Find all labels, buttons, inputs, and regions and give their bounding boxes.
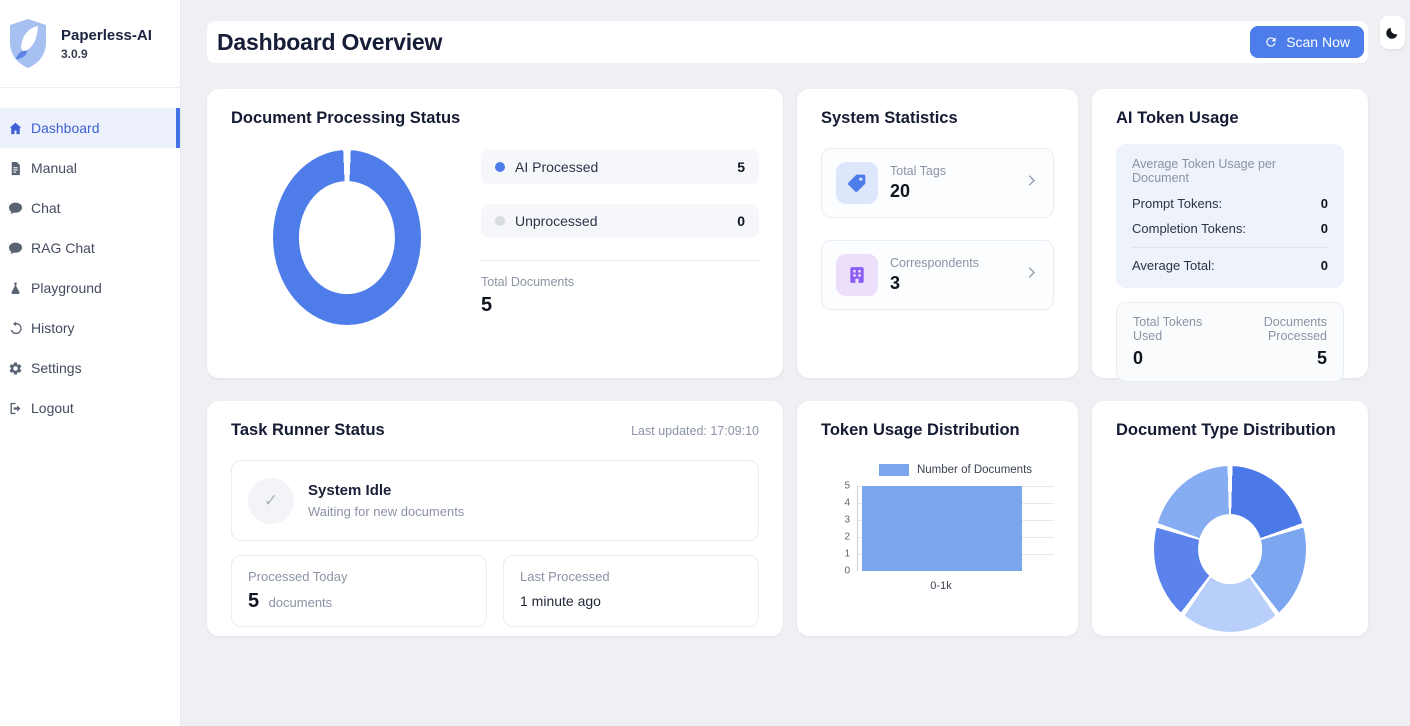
card-title: Document Type Distribution [1116, 421, 1336, 439]
last-processed-box: Last Processed 1 minute ago [503, 555, 759, 627]
legend-dot [495, 162, 505, 172]
app-name: Paperless-AI [61, 26, 152, 44]
app-version: 3.0.9 [61, 46, 88, 61]
sidebar-item-label: Chat [31, 200, 61, 216]
totals-panel: Total Tokens Used 0 Documents Processed … [1116, 302, 1344, 382]
sidebar-item-chat[interactable]: Chat [0, 188, 180, 228]
sidebar-item-label: Dashboard [31, 120, 100, 136]
document-type-donut-chart [1154, 466, 1306, 632]
total-documents-label: Total Documents [481, 275, 575, 289]
tag-icon [848, 174, 866, 192]
processing-donut-chart [273, 150, 421, 325]
cards-row-2: Task Runner Status Last updated: 17:09:1… [207, 401, 1368, 636]
app-logo: Paperless-AI 3.0.9 [0, 0, 180, 88]
scan-now-button[interactable]: Scan Now [1250, 26, 1364, 58]
status-title: System Idle [308, 482, 392, 499]
scan-now-label: Scan Now [1286, 34, 1350, 50]
chart-legend: Number of Documents [857, 464, 1054, 476]
sidebar-item-logout[interactable]: Logout [0, 388, 180, 428]
average-token-panel: Average Token Usage per Document Prompt … [1116, 144, 1344, 288]
average-total-row: Average Total: 0 [1132, 258, 1328, 273]
processed-today-box: Processed Today 5 documents [231, 555, 487, 627]
legend-dot [495, 216, 505, 226]
chat-icon [8, 242, 23, 254]
stat-value: 20 [890, 181, 911, 201]
history-icon [10, 321, 22, 334]
stat-total-tags[interactable]: Total Tags 20 [821, 148, 1054, 218]
sidebar-item-rag-chat[interactable]: RAG Chat [0, 228, 180, 268]
card-system-statistics: System Statistics Total Tags 20 Correspo… [797, 89, 1078, 378]
building-icon [850, 267, 864, 283]
cards-row-1: Document Processing Status AI Processed … [207, 89, 1368, 382]
stat-value: 3 [890, 273, 901, 293]
status-subtitle: Waiting for new documents [308, 504, 465, 519]
average-section-label: Average Token Usage per Document [1132, 157, 1277, 185]
system-status-panel: ✓ System Idle Waiting for new documents [231, 460, 759, 541]
sidebar-item-label: RAG Chat [31, 240, 95, 256]
total-documents-value: 5 [481, 294, 493, 316]
sidebar-item-label: Playground [31, 280, 102, 296]
sidebar: Paperless-AI 3.0.9 Dashboard Manual Chat… [0, 0, 181, 726]
sidebar-item-label: Settings [31, 360, 82, 376]
logout-icon [10, 402, 21, 414]
card-title: Task Runner Status [231, 421, 385, 439]
sidebar-item-playground[interactable]: Playground [0, 268, 180, 308]
card-token-usage-distribution: Token Usage Distribution Number of Docum… [797, 401, 1078, 636]
sidebar-item-manual[interactable]: Manual [0, 148, 180, 188]
total-tokens-used: Total Tokens Used 0 [1133, 315, 1203, 368]
card-title: AI Token Usage [1116, 109, 1239, 127]
last-processed-value: 1 minute ago [520, 593, 601, 609]
processed-today-value: 5 [248, 590, 260, 612]
refresh-icon [1266, 37, 1276, 47]
sidebar-item-label: Manual [31, 160, 77, 176]
stat-label: Total Tags [890, 164, 947, 178]
main-content: Dashboard Overview Scan Now Document Pro… [207, 0, 1368, 636]
prompt-tokens-row: Prompt Tokens: 0 [1132, 196, 1328, 211]
documents-processed: Documents Processed 5 [1263, 315, 1327, 368]
sidebar-item-history[interactable]: History [0, 308, 180, 348]
header: Dashboard Overview Scan Now [207, 21, 1368, 63]
sidebar-item-label: History [31, 320, 75, 336]
home-icon [9, 122, 22, 134]
card-ai-token-usage: AI Token Usage Average Token Usage per D… [1092, 89, 1368, 382]
check-icon: ✓ [248, 477, 294, 524]
page-title: Dashboard Overview [217, 28, 443, 55]
sidebar-item-dashboard[interactable]: Dashboard [0, 108, 180, 148]
legend-swatch [878, 464, 909, 476]
theme-toggle-button[interactable] [1380, 16, 1405, 49]
divider [1132, 247, 1328, 248]
card-title: Token Usage Distribution [821, 421, 1020, 439]
x-axis-label: 0-1k [930, 580, 952, 592]
bar-0-1k [862, 486, 1022, 571]
chevron-right-icon [1028, 175, 1036, 186]
completion-tokens-row: Completion Tokens: 0 [1132, 221, 1328, 236]
stat-correspondents[interactable]: Correspondents 3 [821, 240, 1054, 310]
document-icon [11, 161, 20, 175]
sidebar-item-label: Logout [31, 400, 74, 416]
processed-today-unit: documents [268, 595, 333, 610]
bar-plot-area [857, 486, 1054, 571]
paperless-ai-logo-icon [10, 18, 46, 68]
gear-icon [9, 361, 22, 375]
card-document-type-distribution: Document Type Distribution [1092, 401, 1368, 636]
legend-ai-processed: AI Processed 5 [481, 150, 759, 184]
chevron-right-icon [1028, 267, 1036, 278]
flask-icon [11, 282, 20, 294]
card-title: Document Processing Status [231, 109, 461, 127]
sidebar-nav: Dashboard Manual Chat RAG Chat Playgroun… [0, 108, 180, 428]
stat-label: Correspondents [890, 256, 979, 270]
moon-icon [1386, 27, 1398, 39]
chat-icon [8, 202, 23, 214]
legend-unprocessed: Unprocessed 0 [481, 204, 759, 238]
card-document-processing-status: Document Processing Status AI Processed … [207, 89, 783, 378]
last-updated: Last updated: 17:09:10 [631, 423, 759, 438]
sidebar-item-settings[interactable]: Settings [0, 348, 180, 388]
card-task-runner-status: Task Runner Status Last updated: 17:09:1… [207, 401, 783, 636]
card-title: System Statistics [821, 109, 958, 127]
divider [481, 260, 759, 261]
